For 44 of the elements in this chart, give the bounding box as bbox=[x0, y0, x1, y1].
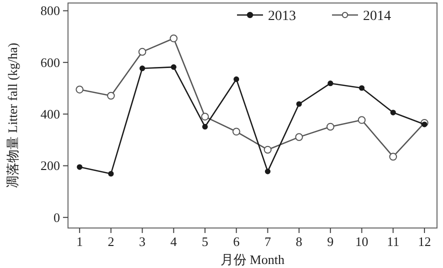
point bbox=[107, 92, 115, 100]
point bbox=[389, 152, 398, 161]
x-tick-label: 12 bbox=[418, 234, 431, 249]
x-tick-label: 2 bbox=[108, 234, 114, 249]
point bbox=[358, 85, 365, 91]
legend-label: 2014 bbox=[363, 9, 391, 24]
point bbox=[234, 76, 240, 82]
x-tick-label: 6 bbox=[233, 234, 240, 249]
point bbox=[390, 110, 396, 116]
x-tick-label: 4 bbox=[170, 234, 178, 249]
point bbox=[138, 48, 146, 56]
point bbox=[422, 122, 428, 128]
x-axis-title: 月份 Month bbox=[220, 252, 285, 267]
point bbox=[170, 34, 178, 42]
legend-label: 2013 bbox=[268, 9, 296, 24]
y-tick-label: 400 bbox=[40, 106, 60, 122]
x-tick-label: 3 bbox=[139, 234, 146, 249]
x-tick-label: 5 bbox=[202, 234, 208, 249]
point bbox=[201, 112, 209, 121]
y-tick-label: 800 bbox=[40, 3, 60, 18]
x-tick-label: 1 bbox=[76, 234, 83, 249]
y-tick-label: 200 bbox=[40, 158, 60, 174]
point bbox=[358, 116, 366, 124]
point bbox=[296, 101, 302, 107]
point bbox=[328, 80, 334, 86]
y-axis-title: 凋落物量 Litter fall (kg/ha) bbox=[5, 42, 20, 188]
point bbox=[232, 128, 240, 136]
x-tick-label: 11 bbox=[386, 234, 400, 249]
y-tick-label: 600 bbox=[40, 54, 60, 70]
point bbox=[295, 133, 303, 141]
point bbox=[76, 164, 82, 170]
point bbox=[202, 124, 208, 130]
point bbox=[326, 122, 334, 131]
x-tick-label: 8 bbox=[296, 234, 302, 249]
point bbox=[76, 86, 84, 94]
y-tick-label: 0 bbox=[54, 210, 60, 225]
point bbox=[264, 168, 271, 174]
x-tick-label: 7 bbox=[264, 234, 272, 249]
point bbox=[140, 66, 146, 72]
point bbox=[108, 170, 114, 177]
point bbox=[264, 146, 272, 154]
point bbox=[170, 64, 176, 70]
x-tick-label: 10 bbox=[355, 234, 368, 249]
x-tick-label: 9 bbox=[327, 234, 334, 249]
